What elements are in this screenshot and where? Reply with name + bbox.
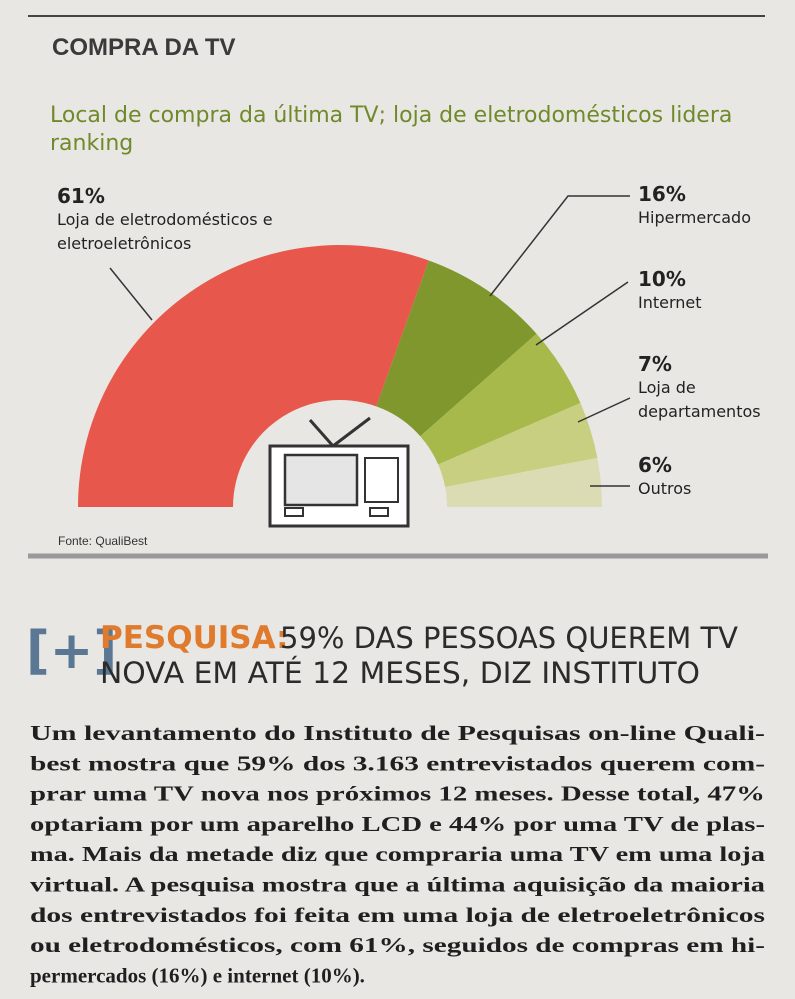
value-label: 16% bbox=[638, 182, 686, 206]
source: Fonte: QualiBest bbox=[58, 534, 148, 548]
body-line: ma. Mais da metade diz que compraria uma… bbox=[30, 842, 766, 866]
headline: 59% DAS PESSOAS QUEREM TV bbox=[280, 621, 738, 655]
category-label: Loja de departamentos bbox=[638, 378, 761, 421]
tag: [+] bbox=[26, 621, 117, 681]
body-line: virtual. A pesquisa mostra que a última … bbox=[30, 873, 766, 897]
slice bbox=[78, 245, 429, 507]
header: COMPRA DA TV bbox=[52, 34, 236, 61]
slice bbox=[445, 457, 602, 507]
headline: NOVA EM ATÉ 12 MESES, DIZ INSTITUTO bbox=[100, 656, 700, 690]
chart-title: Local de compra da última TV; loja de el… bbox=[50, 103, 733, 156]
kicker: PESQUISA: bbox=[100, 620, 289, 656]
value-label: 6% bbox=[638, 453, 672, 477]
slice bbox=[376, 260, 537, 437]
category-label: Outros bbox=[638, 479, 692, 498]
body-line: dos entrevistados foi feita em uma loja … bbox=[30, 903, 765, 927]
leaders bbox=[109, 195, 631, 487]
value-label: 61% bbox=[57, 184, 105, 208]
slice bbox=[420, 333, 581, 465]
slice bbox=[438, 402, 598, 487]
body-line: permercados (16%) e internet (10%). bbox=[30, 963, 365, 987]
title-box: Local de compra da última TV; loja de el… bbox=[50, 103, 733, 156]
body-line: prar uma TV nova nos próximos 12 meses. … bbox=[30, 782, 765, 806]
body-line: optariam por um aparelho LCD e 44% por u… bbox=[30, 812, 765, 836]
value-label: 7% bbox=[638, 352, 672, 376]
body-line: ou eletrodomésticos, com 61%, seguidos d… bbox=[30, 933, 765, 957]
slices bbox=[78, 245, 602, 507]
body-line: best mostra que 59% dos 3.163 entrevista… bbox=[30, 751, 765, 775]
category-label: Internet bbox=[638, 293, 702, 312]
tv-icon bbox=[268, 416, 410, 528]
value-label: 10% bbox=[638, 267, 686, 291]
body-line: Um levantamento do Instituto de Pesquisa… bbox=[30, 721, 765, 745]
body: Um levantamento do Instituto de Pesquisa… bbox=[30, 721, 766, 987]
category-label: Hipermercado bbox=[638, 208, 751, 227]
category-label: Loja de eletrodomésticos e eletroeletrôn… bbox=[57, 210, 273, 253]
